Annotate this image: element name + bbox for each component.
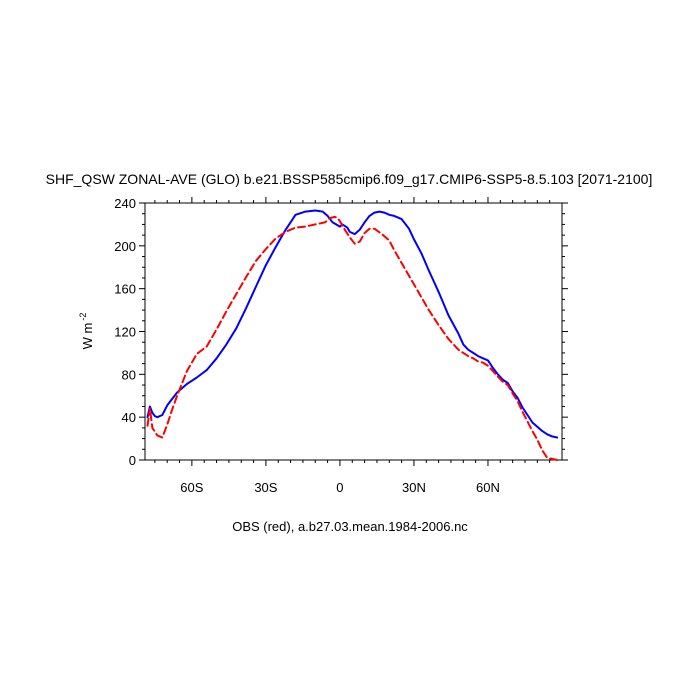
y-axis-label-exponent: -2 bbox=[78, 313, 88, 321]
x-axis-label: OBS (red), a.b27.03.mean.1984-2006.nc bbox=[232, 519, 468, 534]
y-tick-label: 240 bbox=[114, 196, 136, 211]
y-tick-label: 120 bbox=[114, 325, 136, 340]
x-tick-label: 30S bbox=[254, 480, 277, 495]
y-axis-label: W m -2 bbox=[78, 313, 95, 350]
x-axis: 60S 30S 0 30N 60N bbox=[154, 197, 551, 495]
x-tick-label: 60S bbox=[180, 480, 203, 495]
series-line-model bbox=[146, 209, 559, 439]
x-tick-label: 30N bbox=[402, 480, 426, 495]
chart-title: SHF_QSW ZONAL-AVE (GLO) b.e21.BSSP585cmi… bbox=[46, 171, 653, 187]
y-tick-label: 40 bbox=[122, 410, 136, 425]
series-line-obs bbox=[146, 215, 559, 461]
series-layer bbox=[146, 209, 559, 461]
x-tick-label: 60N bbox=[476, 480, 500, 495]
y-axis-label-unit: W m bbox=[80, 323, 95, 350]
x-tick-label: 0 bbox=[336, 480, 343, 495]
y-tick-label: 80 bbox=[122, 367, 136, 382]
y-tick-label: 200 bbox=[114, 239, 136, 254]
y-axis: 0 40 80 120 160 200 240 bbox=[114, 196, 568, 468]
y-tick-label: 160 bbox=[114, 282, 136, 297]
y-tick-label: 0 bbox=[129, 453, 136, 468]
